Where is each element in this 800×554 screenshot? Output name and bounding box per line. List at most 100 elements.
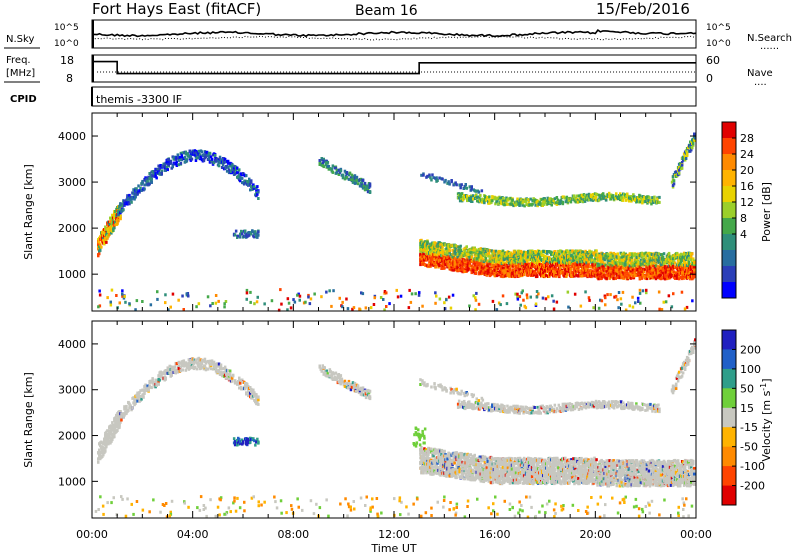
power-cell — [562, 263, 565, 267]
power-cell — [643, 267, 647, 271]
power-cell — [683, 270, 687, 274]
power-cell — [579, 256, 582, 260]
power-cell — [150, 180, 153, 184]
power-cell — [250, 232, 253, 236]
power-cell — [609, 253, 612, 257]
power-cell — [512, 260, 516, 264]
power-cell — [572, 256, 575, 260]
power-cell — [630, 255, 634, 259]
power-cell — [659, 266, 663, 270]
power-cell — [146, 179, 149, 183]
power-cell — [487, 254, 491, 258]
power-cell — [466, 197, 469, 200]
power-cell — [554, 260, 557, 263]
power-cell — [648, 265, 652, 269]
power-cell — [326, 160, 330, 164]
power-cell — [205, 150, 209, 154]
power-cell — [484, 249, 488, 253]
power-cell — [175, 164, 179, 167]
power-cell — [597, 306, 601, 310]
power-cell — [672, 179, 676, 183]
power-cell — [635, 257, 639, 261]
power-cell — [592, 306, 595, 310]
power-cell — [559, 265, 562, 269]
power-cell — [654, 277, 658, 281]
power-cell — [431, 173, 434, 177]
power-cell — [620, 302, 623, 306]
power-cell — [358, 184, 362, 188]
power-cell — [219, 158, 223, 162]
power-cell — [616, 268, 619, 272]
power-cell — [693, 265, 696, 269]
power-cell — [659, 273, 663, 277]
power-cell — [541, 272, 544, 276]
power-cell — [496, 262, 500, 266]
power-cell — [662, 252, 666, 256]
power-cell — [530, 255, 534, 259]
power-cell — [237, 234, 240, 238]
power-cell — [691, 146, 694, 150]
power-cell — [208, 151, 212, 155]
power-cell — [239, 232, 242, 236]
power-cell — [559, 266, 562, 270]
power-cell — [97, 243, 100, 247]
nsearch-label: N.Search — [747, 33, 792, 44]
power-cell — [558, 252, 561, 256]
power-cell — [179, 161, 183, 165]
cpid-strip: CPID themis -3300 IF — [10, 86, 697, 107]
power-cell — [183, 156, 187, 159]
power-cell — [459, 197, 463, 200]
power-cell — [500, 264, 504, 268]
power-cell — [529, 251, 533, 255]
date-label: 15/Feb/2016 — [596, 0, 690, 18]
power-cell — [627, 259, 630, 263]
power-cell — [153, 170, 156, 174]
power-cell — [680, 166, 684, 170]
power-cell — [462, 268, 465, 271]
power-cell — [678, 269, 682, 273]
power-cell — [454, 248, 457, 252]
power-cell — [223, 157, 227, 161]
power-cell — [526, 253, 530, 257]
power-cell — [506, 270, 510, 274]
power-cell — [257, 230, 260, 234]
power-cell — [585, 261, 588, 265]
power-cell — [255, 188, 258, 192]
power-cell — [608, 274, 611, 278]
power-cell — [200, 150, 204, 154]
power-cell — [680, 253, 684, 257]
power-cell — [674, 272, 678, 276]
power-cell — [644, 251, 648, 255]
power-cell — [603, 258, 606, 262]
power-cell — [245, 174, 248, 178]
power-cell — [114, 210, 117, 213]
power-cell — [113, 226, 116, 230]
power-cell — [225, 169, 229, 173]
power-cell — [149, 173, 152, 177]
power-cell — [354, 181, 358, 185]
power-cell — [368, 182, 372, 186]
power-cell — [650, 253, 654, 256]
power-cell — [616, 252, 619, 256]
power-cell — [239, 179, 242, 183]
power-cell — [495, 256, 499, 260]
power-cell — [441, 248, 444, 252]
power-cell — [237, 171, 240, 175]
power-cell — [641, 289, 645, 293]
power-cell — [478, 195, 481, 199]
power-cell — [601, 252, 604, 256]
power-cell — [486, 264, 490, 268]
power-cell — [658, 275, 662, 279]
power-cell — [423, 253, 426, 257]
power-cell — [583, 271, 586, 275]
power-cell — [596, 269, 599, 273]
power-cell — [569, 200, 573, 204]
power-cell — [355, 175, 359, 179]
power-cell — [345, 297, 348, 301]
power-cell — [199, 155, 203, 159]
power-cell — [104, 225, 107, 229]
power-cell — [171, 165, 174, 169]
power-cell — [134, 195, 137, 199]
power-cell — [505, 201, 508, 205]
power-cell — [484, 253, 488, 256]
